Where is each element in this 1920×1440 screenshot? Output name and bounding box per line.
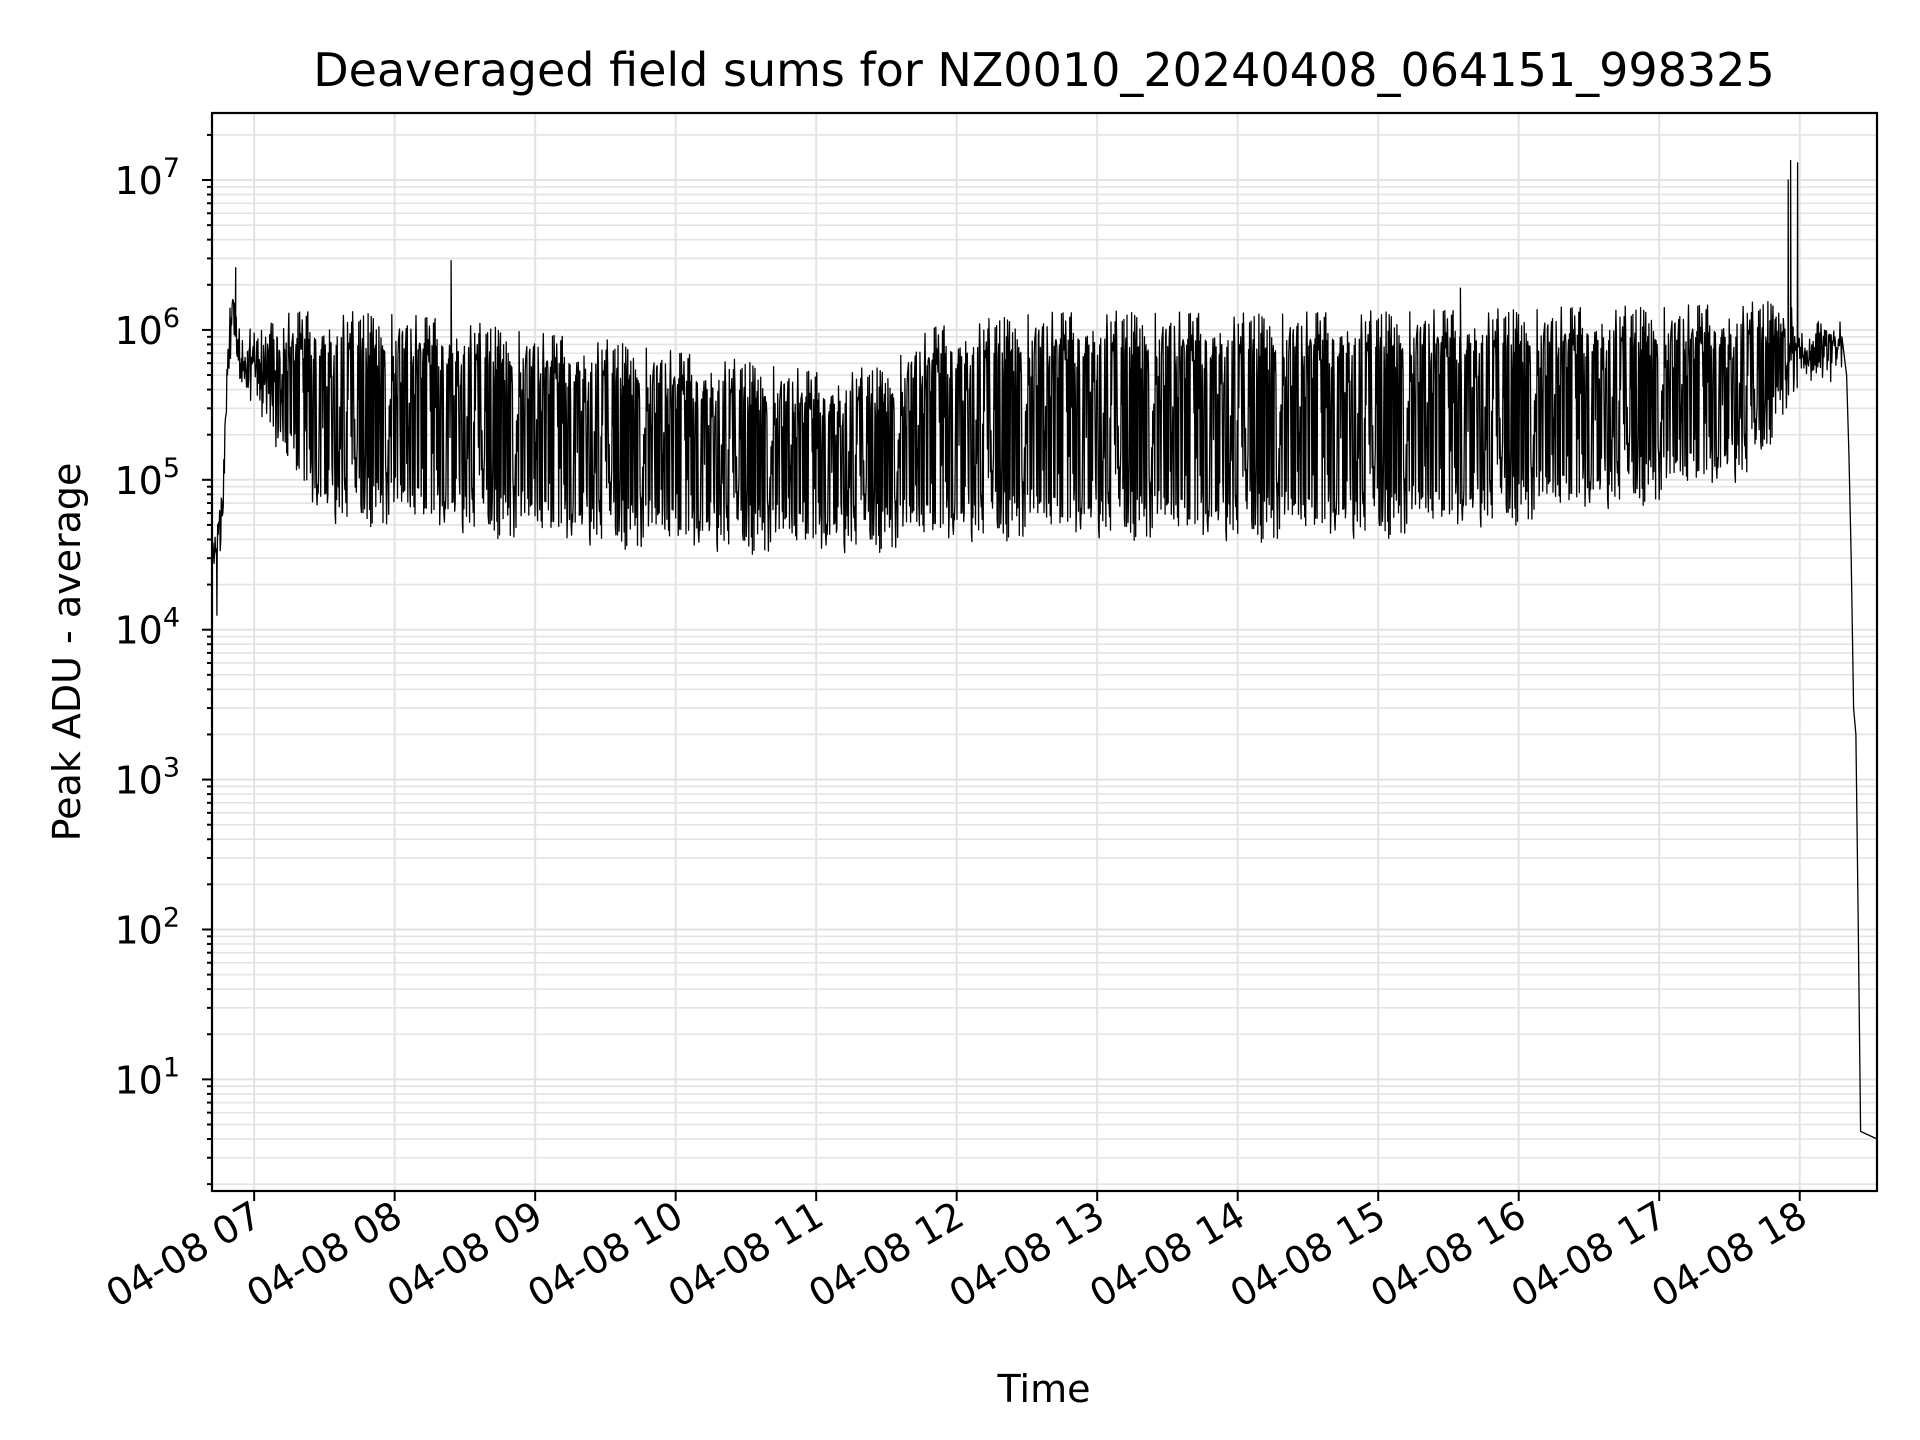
y-tick-label-exponent: 6 bbox=[163, 303, 180, 334]
series bbox=[211, 159, 1878, 1140]
y-tick-label: 104 bbox=[114, 603, 180, 653]
y-tick-label: 107 bbox=[114, 153, 180, 203]
y-tick-label-base: 10 bbox=[114, 459, 162, 503]
y-tick-label: 102 bbox=[114, 902, 180, 952]
y-tick-label-exponent: 3 bbox=[163, 753, 180, 784]
y-tick-label-base: 10 bbox=[114, 309, 162, 353]
y-tick-label-base: 10 bbox=[114, 1058, 162, 1102]
y-tick-label: 105 bbox=[114, 453, 180, 503]
y-tick-label-base: 10 bbox=[114, 908, 162, 952]
y-tick-label-base: 10 bbox=[114, 609, 162, 653]
series-line bbox=[211, 159, 1878, 1140]
y-tick-label-base: 10 bbox=[114, 159, 162, 203]
y-tick-label-exponent: 7 bbox=[163, 153, 180, 184]
y-axis-label: Peak ADU - average bbox=[45, 463, 89, 842]
x-axis-label: Time bbox=[997, 1367, 1091, 1411]
y-tick-label-exponent: 1 bbox=[163, 1052, 180, 1083]
y-tick-label: 101 bbox=[114, 1052, 180, 1102]
y-tick-label: 106 bbox=[114, 303, 180, 353]
y-tick-label-exponent: 2 bbox=[163, 902, 180, 933]
y-tick-label-exponent: 5 bbox=[163, 453, 180, 484]
y-tick-label-exponent: 4 bbox=[163, 603, 180, 634]
y-tick-label-base: 10 bbox=[114, 759, 162, 803]
grid bbox=[212, 113, 1877, 1191]
chart-title: Deaveraged field sums for NZ0010_2024040… bbox=[313, 43, 1774, 97]
y-tick-label: 103 bbox=[114, 753, 180, 803]
